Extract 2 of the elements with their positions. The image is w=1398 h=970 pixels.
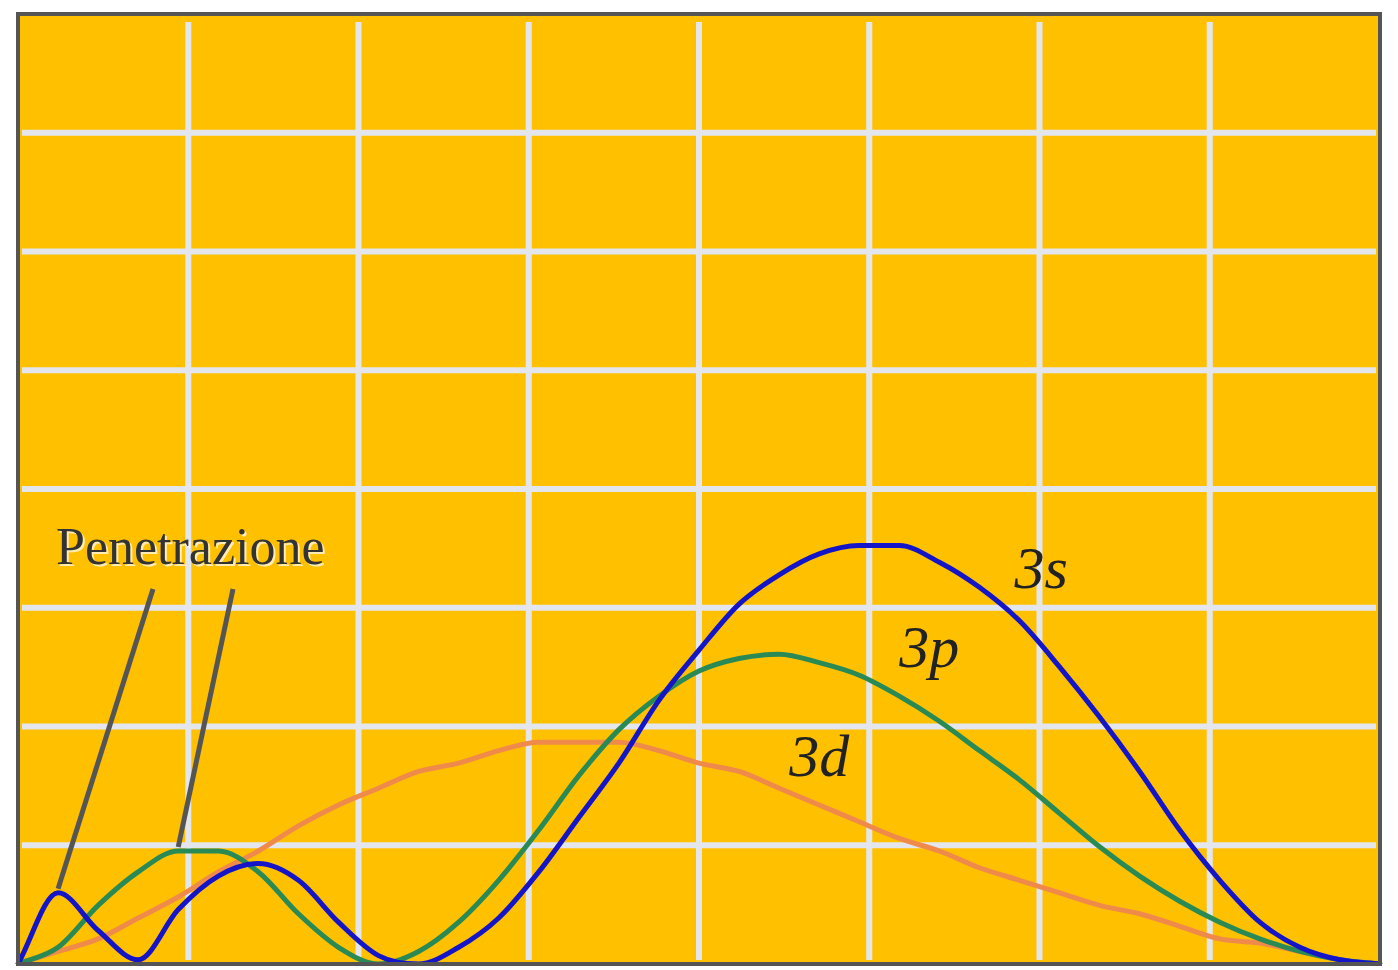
series-label: 3p xyxy=(898,613,960,680)
series-label: 3d xyxy=(788,722,851,789)
